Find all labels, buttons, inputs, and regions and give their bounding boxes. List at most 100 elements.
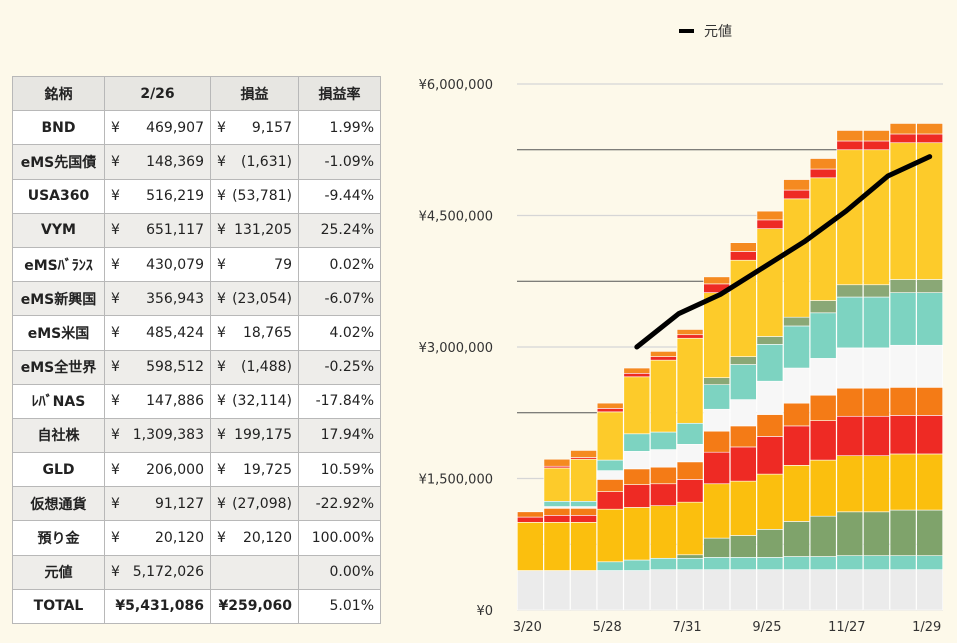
cell-pl[interactable]: ¥131,205: [210, 212, 299, 248]
bar-segment: [783, 179, 810, 191]
cell-value[interactable]: ¥485,424: [104, 315, 211, 351]
bar-segment: [889, 415, 917, 455]
bar-segment: [570, 500, 597, 507]
cell-value[interactable]: ¥430,079: [104, 246, 211, 283]
cell-value[interactable]: ¥651,117: [104, 212, 211, 248]
cell-name[interactable]: BND: [12, 110, 105, 146]
bar-segment: [809, 168, 837, 179]
bar-segment: [783, 425, 810, 466]
cell-pl[interactable]: ¥9,157: [210, 110, 299, 146]
cell-pl[interactable]: ¥ (53,781): [210, 178, 299, 214]
cell-rate[interactable]: -9.44%: [298, 178, 381, 214]
cell-value[interactable]: ¥148,369: [104, 144, 211, 180]
bar-segment: [756, 436, 784, 475]
cell-value[interactable]: ¥598,512: [104, 349, 211, 385]
bar-segment: [623, 451, 651, 470]
cell-name[interactable]: eMS全世界: [12, 349, 105, 385]
cell-name[interactable]: eMS米国: [12, 315, 105, 351]
value-amount: 206,000: [146, 461, 204, 478]
cell-value[interactable]: ¥469,907: [104, 110, 211, 146]
bar-segment: [756, 228, 784, 337]
bar-segment: [676, 479, 704, 503]
cell-rate[interactable]: 0.02%: [298, 246, 381, 283]
cell-pl[interactable]: ¥ (27,098): [210, 486, 299, 522]
cell-pl[interactable]: ¥ (1,631): [210, 144, 299, 180]
bar-segment: [596, 570, 624, 611]
cell-rate[interactable]: 10.59%: [298, 452, 381, 488]
bar-segment: [783, 325, 810, 369]
cell-rate[interactable]: -17.84%: [298, 383, 381, 419]
bar-segment: [650, 356, 677, 361]
cell-name[interactable]: VYM: [12, 212, 105, 248]
bar-segment: [916, 279, 943, 293]
cell-name[interactable]: 自社株: [12, 417, 105, 454]
cell-name[interactable]: USA360: [12, 178, 105, 214]
bar-segment: [916, 123, 943, 135]
cell-pl[interactable]: ¥199,175: [210, 417, 299, 454]
cell-name[interactable]: eMS先国債: [12, 144, 105, 180]
bar-segment: [596, 508, 624, 563]
cell-rate[interactable]: -1.09%: [298, 144, 381, 180]
table-row: ﾚﾊﾞNAS ¥147,886 ¥ (32,114) -17.84%: [12, 383, 381, 419]
cell-rate[interactable]: 0.00%: [298, 554, 381, 590]
cell-name[interactable]: TOTAL: [12, 588, 105, 625]
cell-pl[interactable]: ¥20,120: [210, 520, 299, 556]
header-rate[interactable]: 損益率: [298, 75, 381, 112]
cell-rate[interactable]: -6.07%: [298, 281, 381, 317]
cell-value[interactable]: ¥1,309,383: [104, 417, 211, 454]
cell-pl[interactable]: ¥79: [210, 246, 299, 283]
bar-segment: [623, 507, 651, 561]
table-row: eMS先国債 ¥148,369 ¥ (1,631) -1.09%: [12, 144, 381, 180]
bar-segment: [809, 569, 837, 611]
cell-rate[interactable]: 25.24%: [298, 212, 381, 248]
cell-pl[interactable]: [210, 554, 299, 590]
bar-segment: [703, 557, 730, 570]
header-name[interactable]: 銘柄: [12, 75, 105, 112]
pl-amount: (27,098): [232, 495, 292, 512]
header-value[interactable]: 2/26: [104, 75, 211, 112]
yen-sign: ¥: [217, 256, 226, 273]
cell-value[interactable]: ¥5,172,026: [104, 554, 211, 590]
cell-pl[interactable]: ¥ (32,114): [210, 383, 299, 419]
cell-rate[interactable]: -0.25%: [298, 349, 381, 385]
cell-name[interactable]: 仮想通貨: [12, 486, 105, 522]
cell-name[interactable]: eMSﾊﾞﾗﾝｽ: [12, 246, 105, 283]
cell-value[interactable]: ¥147,886: [104, 383, 211, 419]
cell-name[interactable]: 預り金: [12, 520, 105, 556]
cell-value[interactable]: ¥5,431,086: [104, 588, 211, 625]
y-tick-label: ¥1,500,000: [419, 473, 493, 488]
cell-rate[interactable]: 4.02%: [298, 315, 381, 351]
cell-pl[interactable]: ¥18,765: [210, 315, 299, 351]
cell-pl[interactable]: ¥ (1,488): [210, 349, 299, 385]
bar-segment: [676, 337, 704, 424]
bar-segment: [783, 402, 810, 427]
cell-rate[interactable]: 5.01%: [298, 588, 381, 625]
cell-rate[interactable]: 1.99%: [298, 110, 381, 146]
cell-rate[interactable]: 100.00%: [298, 520, 381, 556]
bar-segment: [889, 569, 917, 611]
cell-value[interactable]: ¥356,943: [104, 281, 211, 317]
table-row: USA360 ¥516,219 ¥ (53,781) -9.44%: [12, 178, 381, 214]
header-pl[interactable]: 損益: [210, 75, 299, 112]
cell-pl[interactable]: ¥19,725: [210, 452, 299, 488]
cell-rate[interactable]: 17.94%: [298, 417, 381, 454]
value-amount: 516,219: [146, 188, 204, 205]
cell-name[interactable]: 元値: [12, 554, 105, 590]
cell-value[interactable]: ¥206,000: [104, 452, 211, 488]
bar-segment: [703, 430, 730, 453]
cell-pl[interactable]: ¥259,060: [210, 588, 299, 625]
yen-sign: ¥: [111, 188, 120, 205]
cell-name[interactable]: GLD: [12, 452, 105, 488]
yen-sign: ¥: [217, 290, 226, 307]
cell-name[interactable]: eMS新興国: [12, 281, 105, 317]
cell-value[interactable]: ¥20,120: [104, 520, 211, 556]
cell-rate[interactable]: -22.92%: [298, 486, 381, 522]
cell-value[interactable]: ¥91,127: [104, 486, 211, 522]
cell-name[interactable]: ﾚﾊﾞNAS: [12, 383, 105, 419]
bar-segment: [650, 449, 677, 468]
bar-segment: [623, 367, 651, 374]
bar-segment: [623, 570, 651, 611]
cell-pl[interactable]: ¥ (23,054): [210, 281, 299, 317]
x-tick-label: 3/20: [513, 620, 542, 635]
cell-value[interactable]: ¥516,219: [104, 178, 211, 214]
